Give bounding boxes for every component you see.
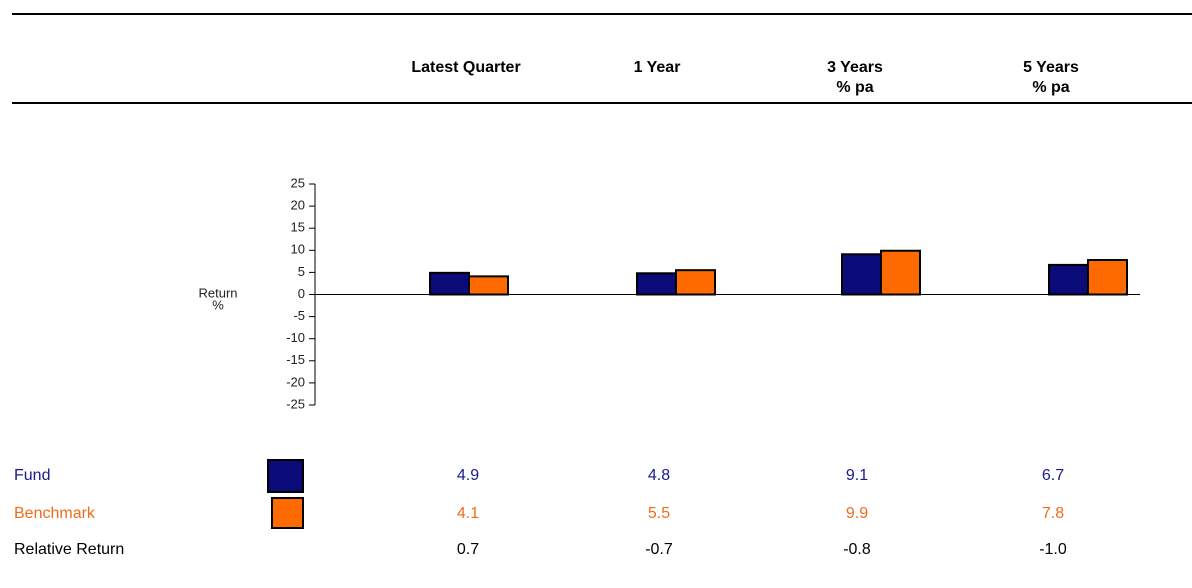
column-note: % pa [1032, 79, 1069, 96]
bar [880, 249, 921, 296]
y-axis-label: Return [198, 285, 237, 300]
legend-swatch [267, 459, 304, 493]
value-label: 5.5 [648, 505, 670, 522]
value-label: 4.9 [457, 467, 479, 484]
y-tick-label: 5 [298, 264, 305, 279]
value-label: 4.8 [648, 467, 670, 484]
y-tick-label: -20 [286, 374, 305, 389]
y-tick-label: -25 [286, 396, 305, 411]
column-header: 5 Years [1023, 59, 1079, 76]
y-tick-label: 0 [298, 286, 305, 301]
legend-label: Fund [14, 467, 50, 484]
column-header: 1 Year [634, 59, 681, 76]
y-tick-label: -10 [286, 330, 305, 345]
relative-value: -0.7 [645, 541, 673, 558]
value-label: 9.9 [846, 505, 868, 522]
value-label: 7.8 [1042, 505, 1064, 522]
value-label: 6.7 [1042, 467, 1064, 484]
y-axis-unit: % [212, 297, 224, 312]
bar [1087, 259, 1128, 296]
relative-value: -1.0 [1039, 541, 1067, 558]
relative-value: 0.7 [457, 541, 479, 558]
y-tick-label: -15 [286, 352, 305, 367]
legend-label: Benchmark [14, 505, 96, 522]
y-tick-label: 10 [291, 242, 305, 257]
bar [841, 253, 882, 296]
bar [429, 271, 470, 296]
value-label: 4.1 [457, 505, 479, 522]
y-tick-label: 25 [291, 175, 305, 190]
bar [675, 269, 716, 296]
bar [636, 272, 677, 296]
y-tick-label: -5 [293, 308, 305, 323]
value-label: 9.1 [846, 467, 868, 484]
y-tick-label: 15 [291, 220, 305, 235]
legend-swatch [271, 497, 304, 529]
bar [1048, 263, 1089, 296]
row-label: Relative Return [14, 541, 124, 558]
bar [468, 275, 509, 296]
column-header: Latest Quarter [411, 59, 520, 76]
column-header: 3 Years [827, 59, 883, 76]
relative-value: -0.8 [843, 541, 871, 558]
column-note: % pa [836, 79, 873, 96]
y-tick-label: 20 [291, 198, 305, 213]
